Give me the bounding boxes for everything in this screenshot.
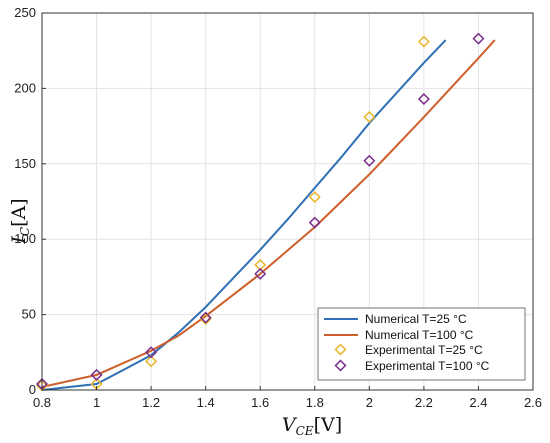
y-axis-label-main: I — [8, 236, 30, 245]
legend-label-numerical-100: Numerical T=100 °C — [365, 328, 474, 342]
data-point-series-2 — [254, 258, 267, 271]
data-point-series-3 — [472, 32, 485, 45]
y-tick-label: 100 — [14, 231, 36, 246]
y-tick-label: 150 — [14, 156, 36, 171]
data-point-series-2 — [35, 379, 49, 392]
data-point-series-3 — [363, 154, 376, 167]
legend: Numerical T=25 °C Numerical T=100 °C Exp… — [317, 307, 526, 381]
x-tick-label: 2.2 — [415, 395, 433, 410]
legend-marker-experimental-25 — [334, 343, 347, 356]
x-tick-label: 1 — [93, 395, 100, 410]
data-point-series-3 — [145, 346, 158, 359]
x-axis-label-unit: [V] — [314, 414, 343, 436]
x-axis-label-main: V — [282, 414, 298, 436]
legend-label-experimental-100: Experimental T=100 °C — [365, 359, 490, 373]
legend-label-numerical-25: Numerical T=25 °C — [365, 312, 467, 326]
data-point-series-3 — [254, 267, 267, 280]
x-tick-label: 2 — [366, 395, 373, 410]
data-point-series-2 — [145, 355, 158, 368]
data-point-series-3 — [90, 368, 103, 381]
series-line-1 — [41, 39, 496, 388]
x-tick-label: 1.2 — [142, 395, 160, 410]
data-point-series-3 — [199, 311, 212, 324]
data-point-series-2 — [417, 35, 430, 48]
y-axis-label: IC[A] — [8, 198, 32, 244]
x-axis-label-sub: CE — [296, 424, 314, 438]
y-axis-label-sub: C — [18, 227, 32, 236]
x-tick-label: 0.8 — [33, 395, 51, 410]
data-point-series-2 — [90, 377, 103, 390]
tick-labels: 0.8 1 1.2 1.4 1.6 1.8 2 2.2 2.4 2.6 0 50 100 150 200 25… — [14, 5, 542, 410]
x-tick-label: 1.4 — [197, 395, 215, 410]
y-tick-label: 250 — [14, 5, 36, 20]
y-tick-label: 200 — [14, 80, 36, 95]
data-point-series-3 — [308, 216, 321, 229]
data-point-series-3 — [35, 377, 49, 390]
plot-frame — [41, 12, 534, 391]
x-tick-label: 1.8 — [306, 395, 324, 410]
x-tick-label: 2.4 — [469, 395, 487, 410]
y-axis-label-unit: [A] — [8, 198, 30, 227]
axes — [41, 12, 534, 391]
x-tick-label: 2.6 — [524, 395, 542, 410]
data-point-series-2 — [199, 313, 212, 326]
x-tick-label: 1.6 — [251, 395, 269, 410]
data-point-series-3 — [417, 92, 430, 105]
legend-label-experimental-25: Experimental T=25 °C — [365, 343, 483, 357]
series-layer — [35, 32, 496, 392]
data-point-series-2 — [363, 111, 376, 124]
x-axis-label: VCE[V] — [282, 414, 342, 438]
y-tick-label: 50 — [22, 307, 36, 322]
y-tick-label: 0 — [29, 382, 36, 397]
data-point-series-2 — [308, 190, 321, 203]
legend-marker-experimental-100 — [334, 359, 347, 372]
